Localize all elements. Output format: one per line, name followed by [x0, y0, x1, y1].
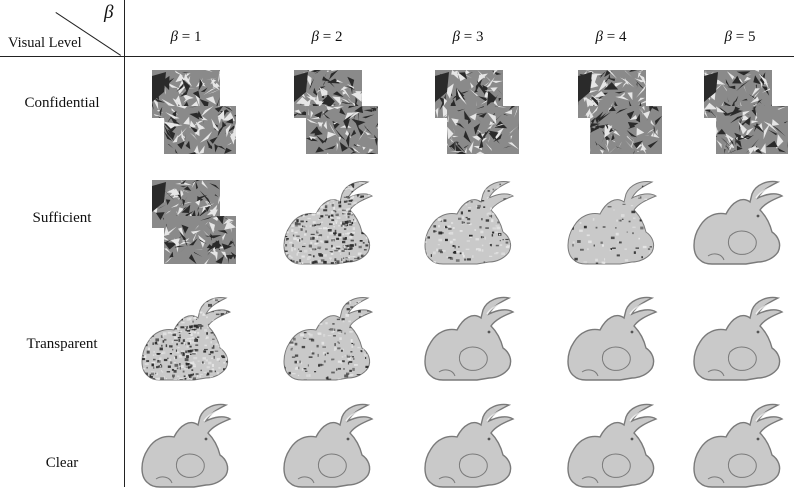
row-label-clear: Clear — [0, 455, 124, 472]
bunny-thumbnail — [560, 288, 666, 388]
bunny-thumbnail — [134, 288, 240, 388]
bunny-thumbnail — [417, 395, 523, 495]
bunny-thumbnail — [560, 172, 666, 272]
bunny-thumbnail — [417, 172, 523, 272]
bunny-thumbnail — [686, 172, 792, 272]
bunny-mesh-image — [686, 62, 792, 162]
bunny-thumbnail — [276, 62, 382, 162]
bunny-thumbnail — [417, 288, 523, 388]
bunny-mesh-image — [560, 288, 666, 388]
bunny-thumbnail — [276, 395, 382, 495]
bunny-mesh-image — [134, 172, 240, 272]
column-header-beta-3: β = 3 — [428, 29, 508, 46]
bunny-mesh-image — [276, 395, 382, 495]
bunny-mesh-image — [134, 62, 240, 162]
column-header-beta-5: β = 5 — [700, 29, 780, 46]
column-header-beta-2: β = 2 — [287, 29, 367, 46]
bunny-mesh-image — [686, 288, 792, 388]
beta-axis-symbol: β — [104, 2, 113, 24]
bunny-thumbnail — [276, 172, 382, 272]
bunny-mesh-image — [560, 62, 666, 162]
bunny-mesh-image — [417, 395, 523, 495]
bunny-mesh-image — [276, 62, 382, 162]
column-header-beta-1: β = 1 — [146, 29, 226, 46]
visual-level-axis-label: Visual Level — [8, 35, 82, 52]
row-label-sufficient: Sufficient — [0, 210, 124, 227]
vertical-rule — [124, 0, 125, 487]
bunny-mesh-image — [560, 395, 666, 495]
bunny-thumbnail — [276, 288, 382, 388]
header-rule — [0, 56, 794, 57]
bunny-thumbnail — [134, 62, 240, 162]
bunny-mesh-image — [686, 395, 792, 495]
bunny-mesh-image — [276, 172, 382, 272]
bunny-mesh-image — [134, 395, 240, 495]
bunny-mesh-image — [417, 62, 523, 162]
bunny-thumbnail — [686, 62, 792, 162]
bunny-mesh-image — [686, 172, 792, 272]
row-label-confidential: Confidential — [0, 95, 124, 112]
column-header-beta-4: β = 4 — [571, 29, 651, 46]
bunny-thumbnail — [686, 288, 792, 388]
bunny-thumbnail — [560, 62, 666, 162]
bunny-mesh-image — [276, 288, 382, 388]
bunny-thumbnail — [417, 62, 523, 162]
bunny-thumbnail — [560, 395, 666, 495]
row-label-transparent: Transparent — [0, 336, 124, 353]
bunny-mesh-image — [560, 172, 666, 272]
bunny-thumbnail — [686, 395, 792, 495]
bunny-mesh-image — [134, 288, 240, 388]
bunny-thumbnail — [134, 172, 240, 272]
bunny-thumbnail — [134, 395, 240, 495]
bunny-mesh-image — [417, 288, 523, 388]
bunny-mesh-image — [417, 172, 523, 272]
